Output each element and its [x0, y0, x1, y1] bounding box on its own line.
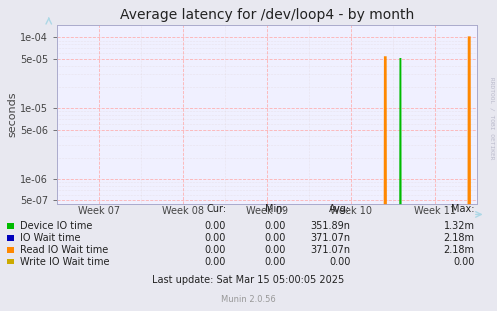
Text: 351.89n: 351.89n — [311, 221, 350, 231]
Text: 0.00: 0.00 — [205, 221, 226, 231]
Text: 2.18m: 2.18m — [444, 233, 475, 243]
Text: Write IO Wait time: Write IO Wait time — [20, 257, 110, 267]
Text: Last update: Sat Mar 15 05:00:05 2025: Last update: Sat Mar 15 05:00:05 2025 — [153, 275, 344, 285]
Text: Device IO time: Device IO time — [20, 221, 93, 231]
Text: IO Wait time: IO Wait time — [20, 233, 81, 243]
Text: Munin 2.0.56: Munin 2.0.56 — [221, 295, 276, 304]
Text: Read IO Wait time: Read IO Wait time — [20, 245, 109, 255]
Text: 0.00: 0.00 — [264, 257, 286, 267]
Text: 1.32m: 1.32m — [444, 221, 475, 231]
Text: 0.00: 0.00 — [205, 233, 226, 243]
Title: Average latency for /dev/loop4 - by month: Average latency for /dev/loop4 - by mont… — [120, 8, 414, 22]
Text: 0.00: 0.00 — [264, 245, 286, 255]
Text: 0.00: 0.00 — [205, 245, 226, 255]
Text: 0.00: 0.00 — [205, 257, 226, 267]
Text: Avg:: Avg: — [329, 204, 350, 214]
Text: Cur:: Cur: — [206, 204, 226, 214]
Text: 2.18m: 2.18m — [444, 245, 475, 255]
Text: Min:: Min: — [265, 204, 286, 214]
Text: 0.00: 0.00 — [264, 233, 286, 243]
Text: RRDTOOL / TOBI OETIKER: RRDTOOL / TOBI OETIKER — [490, 77, 495, 160]
Text: Max:: Max: — [451, 204, 475, 214]
Y-axis label: seconds: seconds — [7, 91, 17, 137]
Text: 0.00: 0.00 — [453, 257, 475, 267]
Text: 371.07n: 371.07n — [310, 245, 350, 255]
Text: 371.07n: 371.07n — [310, 233, 350, 243]
Text: 0.00: 0.00 — [329, 257, 350, 267]
Text: 0.00: 0.00 — [264, 221, 286, 231]
